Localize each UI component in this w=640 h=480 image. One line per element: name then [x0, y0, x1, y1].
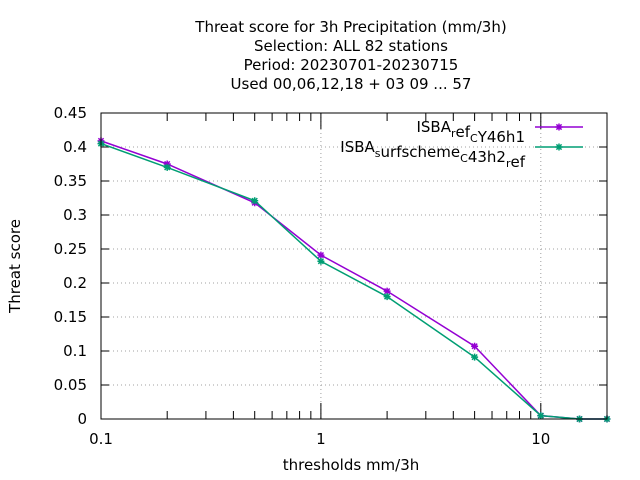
- legend-label: ISBArefCY46h1: [416, 118, 525, 146]
- grid-lines: [101, 113, 607, 419]
- y-tick-label: 0.4: [63, 138, 87, 156]
- y-tick-label: 0.25: [54, 240, 87, 258]
- title-line-2: Selection: ALL 82 stations: [254, 37, 448, 55]
- y-tick-label: 0.2: [63, 274, 87, 292]
- series-1-point: [317, 251, 325, 259]
- x-axis-title: thresholds mm/3h: [283, 456, 420, 474]
- y-axis-title: Threat score: [6, 219, 24, 314]
- y-tick-label: 0.05: [54, 376, 87, 394]
- y-tick-label: 0.45: [54, 104, 87, 122]
- legend-item-2: ISBAsurfschemeC43h2ref: [340, 138, 583, 171]
- y-tick-label: 0.3: [63, 206, 87, 224]
- series-1-line: [100, 140, 607, 420]
- legend-item-1: ISBArefCY46h1: [416, 118, 583, 146]
- legend-swatch-marker: [555, 123, 563, 131]
- x-tick-label: 1: [316, 430, 326, 448]
- chart-title: Threat score for 3h Precipitation (mm/3h…: [194, 18, 506, 93]
- legend-swatch-marker: [555, 143, 563, 151]
- y-tick-label: 0.1: [63, 342, 87, 360]
- x-tick-label: 10: [531, 430, 550, 448]
- series-2-line: [100, 142, 607, 420]
- y-tick-label: 0.35: [54, 172, 87, 190]
- y-tick-label: 0.15: [54, 308, 87, 326]
- series-2-point: [317, 257, 325, 265]
- title-line-3: Period: 20230701-20230715: [244, 56, 459, 74]
- title-line-1: Threat score for 3h Precipitation (mm/3h…: [194, 18, 506, 36]
- x-tick-label: 0.1: [89, 430, 113, 448]
- series-2-point: [383, 293, 391, 301]
- legend-label: ISBAsurfschemeC43h2ref: [340, 138, 525, 171]
- data-series: [97, 137, 611, 423]
- y-tick-label: 0: [77, 410, 87, 428]
- series-2-point: [537, 412, 545, 420]
- title-line-4: Used 00,06,12,18 + 03 09 ... 57: [231, 75, 472, 93]
- series-2-point: [251, 197, 259, 205]
- axis-ticks: 0 0.05 0.1 0.15 0.2 0.25 0.3 0.35 0.4 0.45 0.1 1 10: [54, 104, 608, 448]
- series-2-point: [471, 353, 479, 361]
- series-1-point: [471, 342, 479, 350]
- plot-frame: [100, 112, 608, 420]
- series-2-point: [163, 163, 171, 171]
